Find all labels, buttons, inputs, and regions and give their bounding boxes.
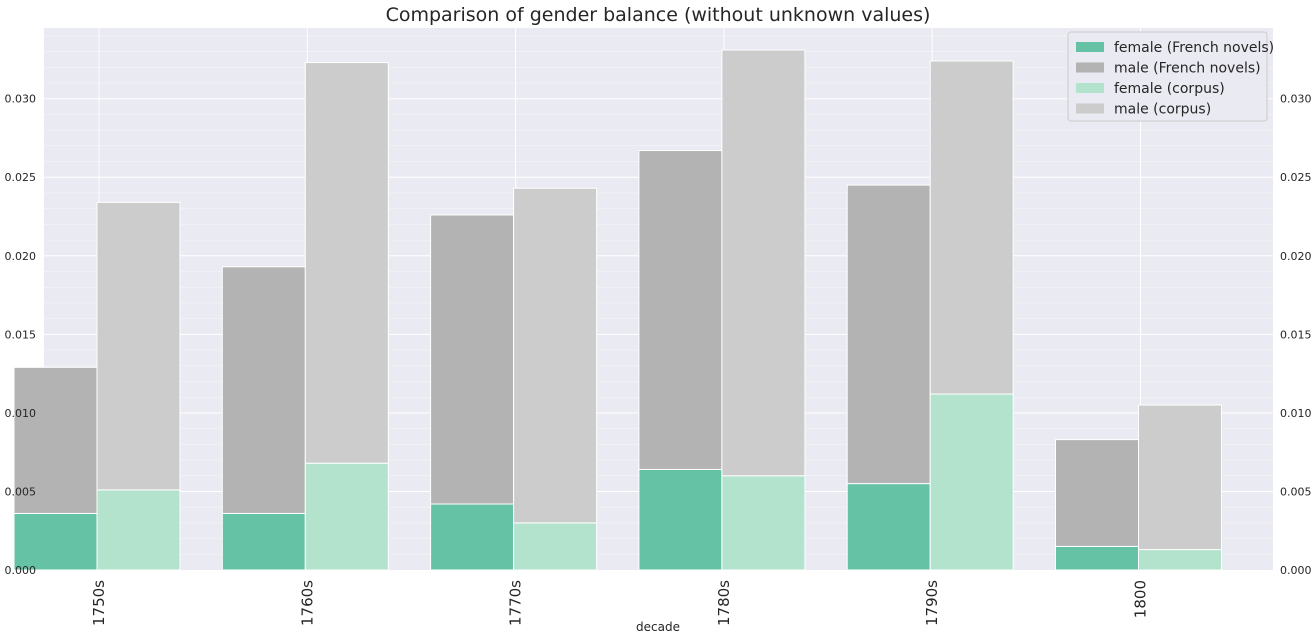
legend-swatch: [1076, 42, 1104, 52]
y-tick-label-left: 0.010: [5, 407, 37, 420]
bar-french-female-1760s: [221, 512, 306, 571]
x-tick-label: 1790s: [923, 580, 941, 626]
y-tick-label-left: 0.000: [5, 564, 37, 577]
bar-corpus-female-1760s: [304, 462, 389, 571]
y-tick-label-right: 0.030: [1280, 93, 1312, 106]
bar-french-male-1780s: [638, 150, 723, 470]
bar-corpus-male-1800: [1138, 404, 1222, 551]
y-tick-label-right: 0.025: [1280, 171, 1312, 184]
y-tick-label-left: 0.030: [5, 93, 37, 106]
bar-corpus-female-1750s: [96, 489, 181, 571]
bar-corpus-male-1770s: [513, 187, 598, 524]
bar-corpus-male-1750s: [96, 201, 181, 491]
y-tick-label-right: 0.005: [1280, 485, 1312, 498]
y-tick-label-right: 0.000: [1280, 564, 1312, 577]
x-tick-label: 1800: [1132, 580, 1150, 618]
bar-french-male-1770s: [430, 214, 515, 505]
bar-french-male-1790s: [846, 184, 931, 485]
bar-french-male-1800: [1055, 439, 1139, 547]
y-tick-label-left: 0.020: [5, 250, 37, 263]
bar-french-female-1750s: [13, 512, 98, 571]
legend-label: female (French novels): [1114, 40, 1274, 56]
bar-french-female-1800: [1055, 545, 1139, 571]
bar-french-female-1790s: [846, 483, 931, 571]
bar-french-female-1770s: [430, 503, 515, 571]
chart-title: Comparison of gender balance (without un…: [386, 4, 931, 26]
bar-corpus-female-1780s: [721, 475, 806, 571]
y-tick-label-left: 0.015: [5, 328, 37, 341]
legend-label: female (corpus): [1114, 81, 1225, 97]
bar-corpus-female-1790s: [929, 393, 1014, 571]
bar-corpus-male-1780s: [721, 49, 806, 477]
bar-french-male-1760s: [221, 266, 306, 514]
x-axis-label: decade: [636, 620, 680, 634]
bar-corpus-female-1800: [1138, 549, 1222, 571]
x-tick-label: 1770s: [507, 580, 525, 626]
x-tick-label: 1760s: [298, 580, 316, 626]
y-tick-label-right: 0.010: [1280, 407, 1312, 420]
y-tick-label-right: 0.015: [1280, 328, 1312, 341]
legend-label: male (corpus): [1114, 102, 1211, 118]
y-axis-left: 0.000 0.005 0.010 0.015 0.020 0.025 0.030: [5, 93, 37, 577]
legend-swatch: [1076, 62, 1104, 73]
legend-swatch: [1076, 83, 1104, 93]
bar-corpus-male-1760s: [304, 62, 389, 464]
x-axis: 1750s 1760s 1770s 1780s 1790s 1800: [90, 580, 1150, 626]
y-tick-label-left: 0.005: [5, 485, 37, 498]
y-axis-right: 0.000 0.005 0.010 0.015 0.020 0.025 0.030: [1280, 93, 1312, 577]
x-tick-label: 1780s: [715, 580, 733, 626]
y-tick-label-right: 0.020: [1280, 250, 1312, 263]
bar-french-female-1780s: [638, 468, 723, 571]
legend-box: [1067, 31, 1268, 122]
legend: female (French novels) male (French novel…: [1067, 31, 1274, 122]
bar-corpus-male-1790s: [929, 60, 1014, 395]
legend-swatch: [1076, 103, 1104, 114]
bars: [13, 49, 1222, 571]
bar-corpus-female-1770s: [513, 522, 598, 571]
x-tick-label: 1750s: [90, 580, 108, 626]
y-tick-label-left: 0.025: [5, 171, 37, 184]
legend-label: male (French novels): [1114, 61, 1261, 77]
bar-french-male-1750s: [13, 366, 98, 514]
